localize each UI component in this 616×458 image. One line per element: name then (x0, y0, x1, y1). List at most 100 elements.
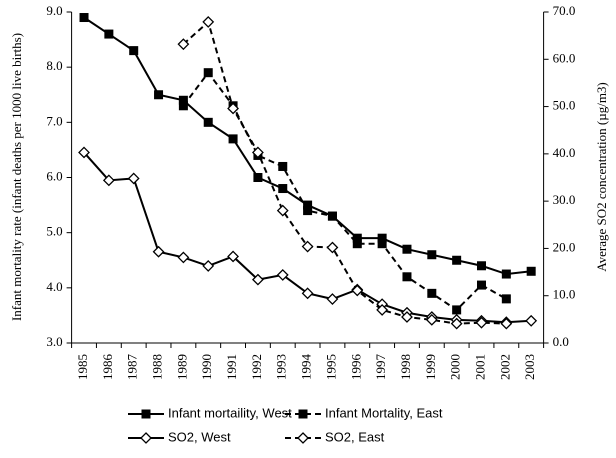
y-tick-label: 3.0 (46, 334, 62, 349)
marker (202, 260, 215, 272)
marker (475, 316, 488, 329)
y-axis-title: Infant mortality rate (infant deaths per… (9, 33, 24, 321)
marker (276, 268, 289, 281)
marker (401, 311, 413, 323)
marker (377, 239, 387, 249)
x-tick-label: 1999 (423, 354, 438, 380)
marker (303, 206, 313, 216)
legend-label: Infant mortaility, West (168, 405, 292, 420)
series-line (83, 16, 532, 276)
marker (102, 174, 115, 187)
y-tick-label: 7.0 (46, 113, 62, 128)
x-tick-label: 1987 (125, 354, 140, 381)
x-tick-label: 1991 (224, 354, 239, 380)
marker (525, 314, 538, 327)
marker (402, 244, 412, 254)
marker (152, 245, 165, 258)
marker (452, 305, 462, 315)
y2-tick-label: 10.0 (553, 287, 576, 302)
marker (376, 303, 389, 316)
y2-tick-label: 70.0 (553, 3, 576, 18)
marker (104, 29, 114, 39)
y-tick-label: 9.0 (46, 3, 62, 18)
marker (500, 317, 513, 330)
y-tick-label: 8.0 (46, 58, 62, 73)
marker (141, 409, 151, 419)
x-tick-label: 2000 (448, 354, 463, 380)
marker (251, 146, 264, 159)
marker (301, 287, 314, 300)
marker (78, 146, 90, 159)
marker (303, 200, 313, 210)
x-tick-label: 2002 (497, 354, 512, 380)
x-tick-label: 1989 (174, 354, 189, 380)
marker (228, 134, 238, 144)
x-tick-label: 1994 (299, 354, 314, 381)
marker (476, 261, 486, 271)
marker (276, 204, 289, 217)
y2-tick-label: 60.0 (553, 50, 576, 65)
marker (127, 172, 140, 185)
legend-label: SO2, West (168, 429, 231, 444)
marker (301, 240, 314, 253)
marker (450, 317, 463, 330)
marker (278, 184, 288, 194)
marker (178, 101, 188, 111)
marker (129, 46, 139, 56)
marker (427, 288, 437, 298)
marker (79, 13, 89, 23)
x-tick-label: 1992 (249, 354, 264, 380)
marker (452, 255, 462, 265)
marker (227, 102, 239, 115)
marker (526, 266, 536, 276)
x-tick-label: 1990 (199, 354, 214, 380)
series-line (182, 20, 507, 325)
marker (227, 250, 239, 263)
y-tick-label: 4.0 (46, 279, 62, 294)
legend-item: Infant mortaility, West (128, 405, 292, 420)
marker (203, 68, 213, 78)
marker (297, 432, 309, 444)
marker (203, 117, 213, 127)
legend-label: Infant Mortality, East (325, 405, 443, 420)
y2-tick-label: 0.0 (553, 334, 569, 349)
marker (202, 16, 215, 28)
marker (501, 294, 511, 304)
marker (501, 269, 511, 279)
y2-tick-label: 30.0 (553, 192, 576, 207)
marker (351, 284, 364, 297)
x-tick-label: 2003 (522, 354, 537, 380)
marker (178, 95, 188, 105)
marker (427, 250, 437, 260)
x-tick-label: 1996 (348, 354, 363, 381)
marker (402, 272, 412, 282)
legend-item: SO2, East (285, 429, 385, 444)
x-tick-label: 1998 (398, 354, 413, 380)
marker (177, 38, 190, 51)
x-tick-label: 1986 (100, 354, 115, 381)
marker (154, 90, 164, 100)
marker (177, 251, 190, 264)
y2-tick-label: 50.0 (553, 98, 576, 113)
marker (278, 161, 288, 171)
x-tick-label: 1988 (150, 354, 165, 380)
x-tick-label: 1985 (75, 354, 90, 380)
x-tick-label: 1995 (323, 354, 338, 380)
marker (352, 233, 362, 243)
marker (352, 239, 362, 249)
marker (298, 409, 308, 419)
marker (327, 211, 337, 221)
x-tick-label: 1993 (274, 354, 289, 380)
y-tick-label: 6.0 (46, 168, 62, 183)
marker (476, 280, 486, 290)
legend-item: SO2, West (128, 429, 231, 444)
marker (253, 173, 263, 182)
marker (425, 313, 438, 326)
y2-tick-label: 20.0 (553, 239, 576, 254)
y2-tick-label: 40.0 (553, 145, 576, 160)
legend-label: SO2, East (325, 429, 385, 444)
x-tick-label: 2001 (472, 354, 487, 380)
marker (326, 293, 339, 305)
legend-item: Infant Mortality, East (285, 405, 443, 420)
